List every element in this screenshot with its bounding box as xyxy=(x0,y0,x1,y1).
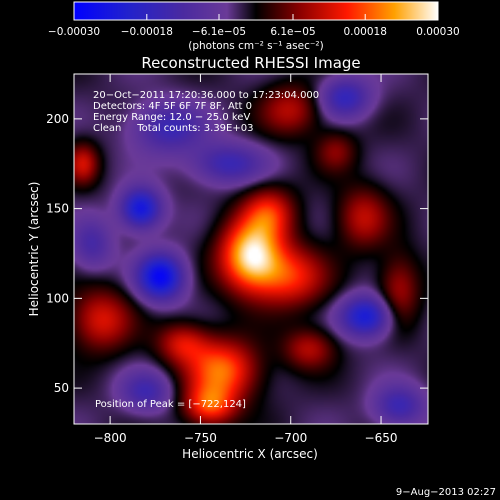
y-tick-label: 50 xyxy=(54,381,69,395)
colorbar-tick-label: 6.1e−05 xyxy=(270,26,315,38)
colorbar-tick-label: 0.00030 xyxy=(416,26,459,38)
annotation-energy-range: Energy Range: 12.0 − 25.0 keV xyxy=(93,112,250,123)
chart-title: Reconstructed RHESSI Image xyxy=(141,54,360,72)
plot-frame xyxy=(73,73,429,425)
axes: −800 −750 −700 −650 50 100 150 200 xyxy=(46,74,428,445)
colorbar-unit-label: (photons cm⁻² s⁻¹ asec⁻²) xyxy=(188,40,323,52)
colorbar-tick-label: −0.00018 xyxy=(121,26,173,38)
y-tick-label: 200 xyxy=(46,112,69,126)
x-tick-label: −750 xyxy=(184,431,217,445)
y-tick-label: 100 xyxy=(46,291,69,305)
heatmap-image xyxy=(74,74,428,424)
annotation-clean-counts: Clean Total counts: 3.39E+03 xyxy=(93,123,253,134)
annotation-peak-position: Position of Peak = [−722,124] xyxy=(95,399,246,410)
colorbar-gradient xyxy=(73,1,439,21)
colorbar-tick-label: 0.00018 xyxy=(343,26,386,38)
colorbar-tick-label: −6.1e−05 xyxy=(192,26,246,38)
x-tick-label: −700 xyxy=(274,431,307,445)
x-axis-label: Heliocentric X (arcsec) xyxy=(182,447,318,461)
colorbar-tick-label: −0.00030 xyxy=(48,26,100,38)
annotation-detectors: Detectors: 4F 5F 6F 7F 8F, Att 0 xyxy=(93,101,252,112)
y-tick-label: 150 xyxy=(46,202,69,216)
colorbar-ticks: −0.00030 −0.00018 −6.1e−05 6.1e−05 0.00018 0.… xyxy=(48,14,460,38)
colorbar: −0.00030 −0.00018 −6.1e−05 6.1e−05 0.00018 0.… xyxy=(48,1,460,52)
x-tick-label: −800 xyxy=(94,431,127,445)
y-axis-label: Heliocentric Y (arcsec) xyxy=(27,182,41,317)
annotations: 20−Oct−2011 17:20:36.000 to 17:23:04.000… xyxy=(93,90,319,410)
x-tick-label: −650 xyxy=(365,431,398,445)
footer-date: 9−Aug−2013 02:27 xyxy=(396,487,496,498)
annotation-time-range: 20−Oct−2011 17:20:36.000 to 17:23:04.000 xyxy=(93,90,319,101)
